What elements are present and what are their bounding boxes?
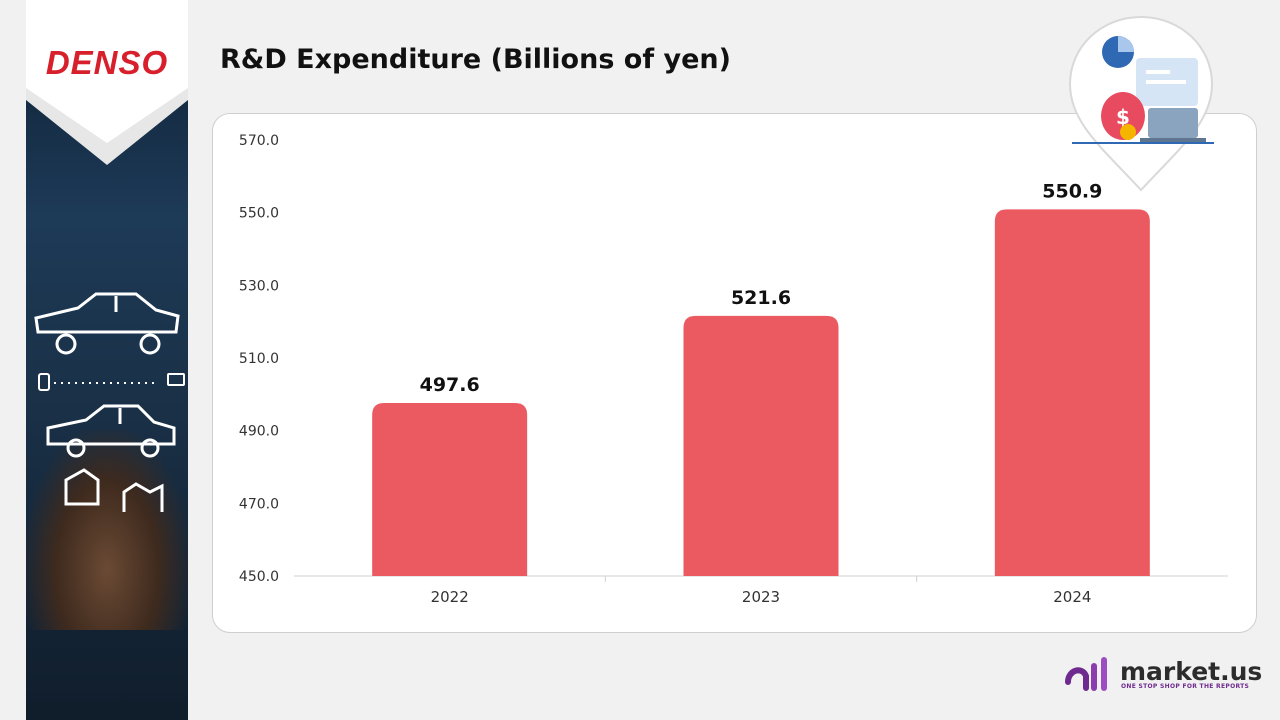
- car-icon: [46, 404, 176, 458]
- market-us-logo-icon: [1065, 657, 1107, 691]
- y-tick-label: 530.0: [239, 278, 279, 294]
- research-illustration: $: [1068, 15, 1214, 192]
- data-label-2022: 497.6: [420, 374, 480, 396]
- car-icon: [34, 292, 180, 355]
- market-us-name[interactable]: market.us: [1120, 657, 1263, 686]
- svg-text:$: $: [1116, 105, 1130, 129]
- bar-2024: [994, 209, 1150, 576]
- data-label-2024: 550.9: [1042, 180, 1102, 202]
- bar-2022: [372, 403, 528, 576]
- bar-chart: 450.0 470.0 490.0 510.0 530.0 550.0 570.0 497.6…: [239, 133, 1228, 606]
- car-icons: [34, 292, 185, 512]
- connection-icon: [38, 373, 185, 391]
- denso-logo: DENSO: [45, 44, 169, 81]
- service-icon: [64, 468, 164, 512]
- logo-badge: [26, 0, 188, 165]
- y-tick-label: 570.0: [239, 133, 279, 149]
- page-title: R&D Expenditure (Billions of yen): [220, 44, 731, 75]
- y-tick-label: 490.0: [239, 424, 279, 440]
- hands-image: [26, 430, 188, 630]
- y-tick-label: 510.0: [239, 351, 279, 367]
- chart-icon: [1102, 36, 1198, 106]
- bar-2023: [683, 315, 839, 576]
- market-us-tagline: ONE STOP SHOP FOR THE REPORTS: [1121, 683, 1250, 690]
- y-tick-label: 470.0: [239, 496, 279, 512]
- data-label-2023: 521.6: [731, 287, 791, 309]
- x-tick-label: 2022: [431, 588, 469, 606]
- x-tick-label: 2024: [1053, 588, 1091, 606]
- y-tick-label: 450.0: [239, 569, 279, 585]
- y-tick-label: 550.0: [239, 206, 279, 222]
- laptop-icon: [1140, 108, 1206, 143]
- x-tick-label: 2023: [742, 588, 780, 606]
- money-bag-icon: $: [1101, 92, 1145, 140]
